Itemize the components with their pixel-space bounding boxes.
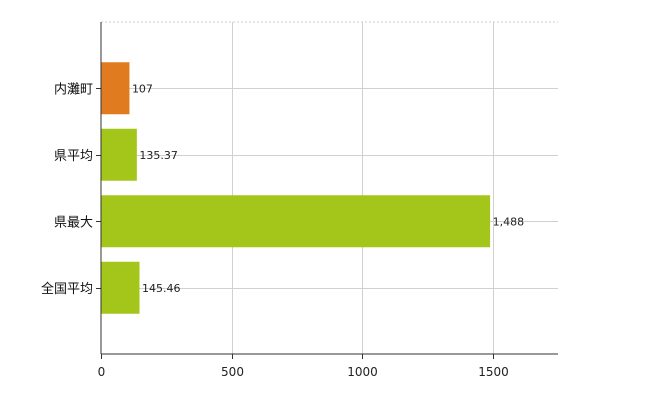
grid-lines bbox=[101, 21, 558, 359]
x-tick-label: 0 bbox=[98, 365, 106, 379]
x-tick-label: 1000 bbox=[347, 365, 378, 379]
axes bbox=[100, 22, 558, 355]
x-tick-label: 500 bbox=[221, 365, 244, 379]
bar-2 bbox=[101, 195, 491, 248]
category-label: 県平均 bbox=[54, 149, 93, 164]
category-label: 県最大 bbox=[54, 215, 93, 230]
labels: 0 500 1000 1500 内灘町 107 県平均 135.37 県最大 1,488 全国平均 1… bbox=[41, 81, 524, 379]
bar-3 bbox=[101, 261, 140, 314]
category-label: 全国平均 bbox=[41, 281, 93, 297]
x-tick-label: 1500 bbox=[478, 365, 509, 379]
data-label: 145.46 bbox=[142, 282, 181, 295]
data-label: 1,488 bbox=[493, 215, 525, 228]
data-label: 135.37 bbox=[139, 149, 178, 162]
bar-1 bbox=[101, 128, 137, 181]
bar-0 bbox=[101, 62, 130, 115]
category-label: 内灘町 bbox=[54, 81, 93, 97]
data-label: 107 bbox=[132, 82, 153, 95]
bars bbox=[101, 62, 491, 314]
